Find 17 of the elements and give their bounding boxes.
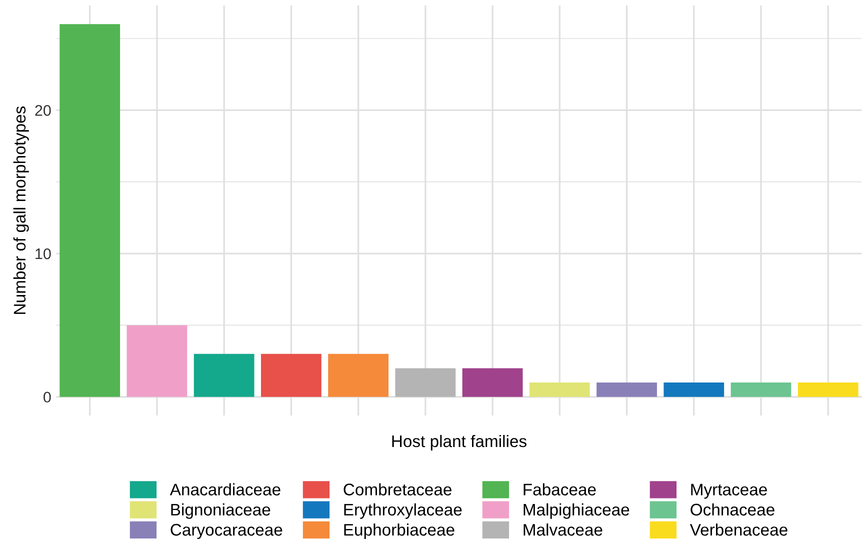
y-tick-label: 0 [44,392,51,403]
legend-label: Euphorbiaceae [344,523,454,539]
x-axis-title: Host plant families [392,434,526,450]
legend-label: Anacardiaceae [170,483,280,496]
legend-label: Bignoniaceae [171,503,270,519]
legend-label: Combretaceae [344,483,452,496]
legend-label: Malpighiaceae [524,503,630,519]
y-axis-title: Number of gall morphotypes [13,106,29,314]
legend-label: Ochnaceae [690,503,774,516]
y-tick-label: 10 [36,248,51,260]
y-tick-label: 20 [35,105,51,116]
legend-label: Myrtaceae [691,484,767,499]
legend-label: Verbenaceae [690,523,788,536]
legend-label: Erythroxylaceae [344,503,462,519]
legend-label: Caryocaraceae [170,524,282,539]
legend-label: Malvaceae [524,523,602,536]
legend-label: Fabaceae [524,483,596,496]
